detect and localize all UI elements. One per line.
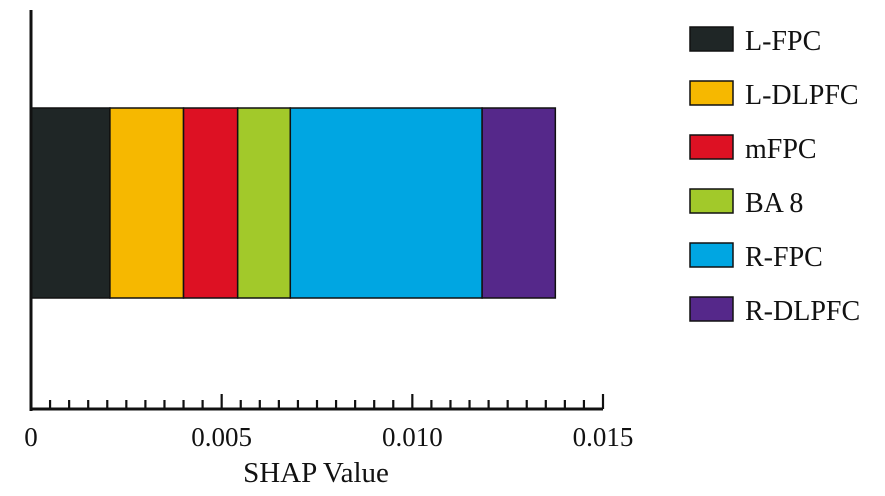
legend-label-ba-8: BA 8 xyxy=(745,188,803,219)
legend-swatch-mfpc xyxy=(689,134,734,160)
x-tick-label: 0 xyxy=(24,422,38,452)
bar-segments xyxy=(30,107,557,299)
x-tick-label: 0.015 xyxy=(573,422,634,452)
bar-segment-mfpc xyxy=(182,107,239,299)
legend-swatch-l-dlpfc xyxy=(689,80,734,106)
x-tick-label: 0.010 xyxy=(382,422,443,452)
legend-label-r-dlpfc: R-DLPFC xyxy=(745,296,860,327)
legend: L-FPC L-DLPFC mFPC BA 8 R-FPC R-DLPFC xyxy=(689,26,860,327)
legend-label-l-fpc: L-FPC xyxy=(745,26,821,57)
bar-segment-r-fpc xyxy=(289,107,483,299)
x-tick-label: 0.005 xyxy=(191,422,252,452)
x-axis-tick-labels: 0 0.005 0.010 0.015 xyxy=(24,422,633,452)
bar-segment-ba-8 xyxy=(236,107,292,299)
bar-segment-l-dlpfc xyxy=(109,107,185,299)
legend-swatch-r-dlpfc xyxy=(689,296,734,322)
legend-swatch-l-fpc xyxy=(689,26,734,52)
x-axis-ticks xyxy=(29,394,605,409)
bar-segment-r-dlpfc xyxy=(481,107,557,299)
legend-swatch-r-fpc xyxy=(689,242,734,268)
legend-label-mfpc: mFPC xyxy=(745,134,817,165)
bar-segment-l-fpc xyxy=(30,107,111,299)
legend-label-r-fpc: R-FPC xyxy=(745,242,823,273)
x-axis-title: SHAP Value xyxy=(243,457,389,489)
legend-label-l-dlpfc: L-DLPFC xyxy=(745,80,859,111)
legend-swatch-ba-8 xyxy=(689,188,734,214)
